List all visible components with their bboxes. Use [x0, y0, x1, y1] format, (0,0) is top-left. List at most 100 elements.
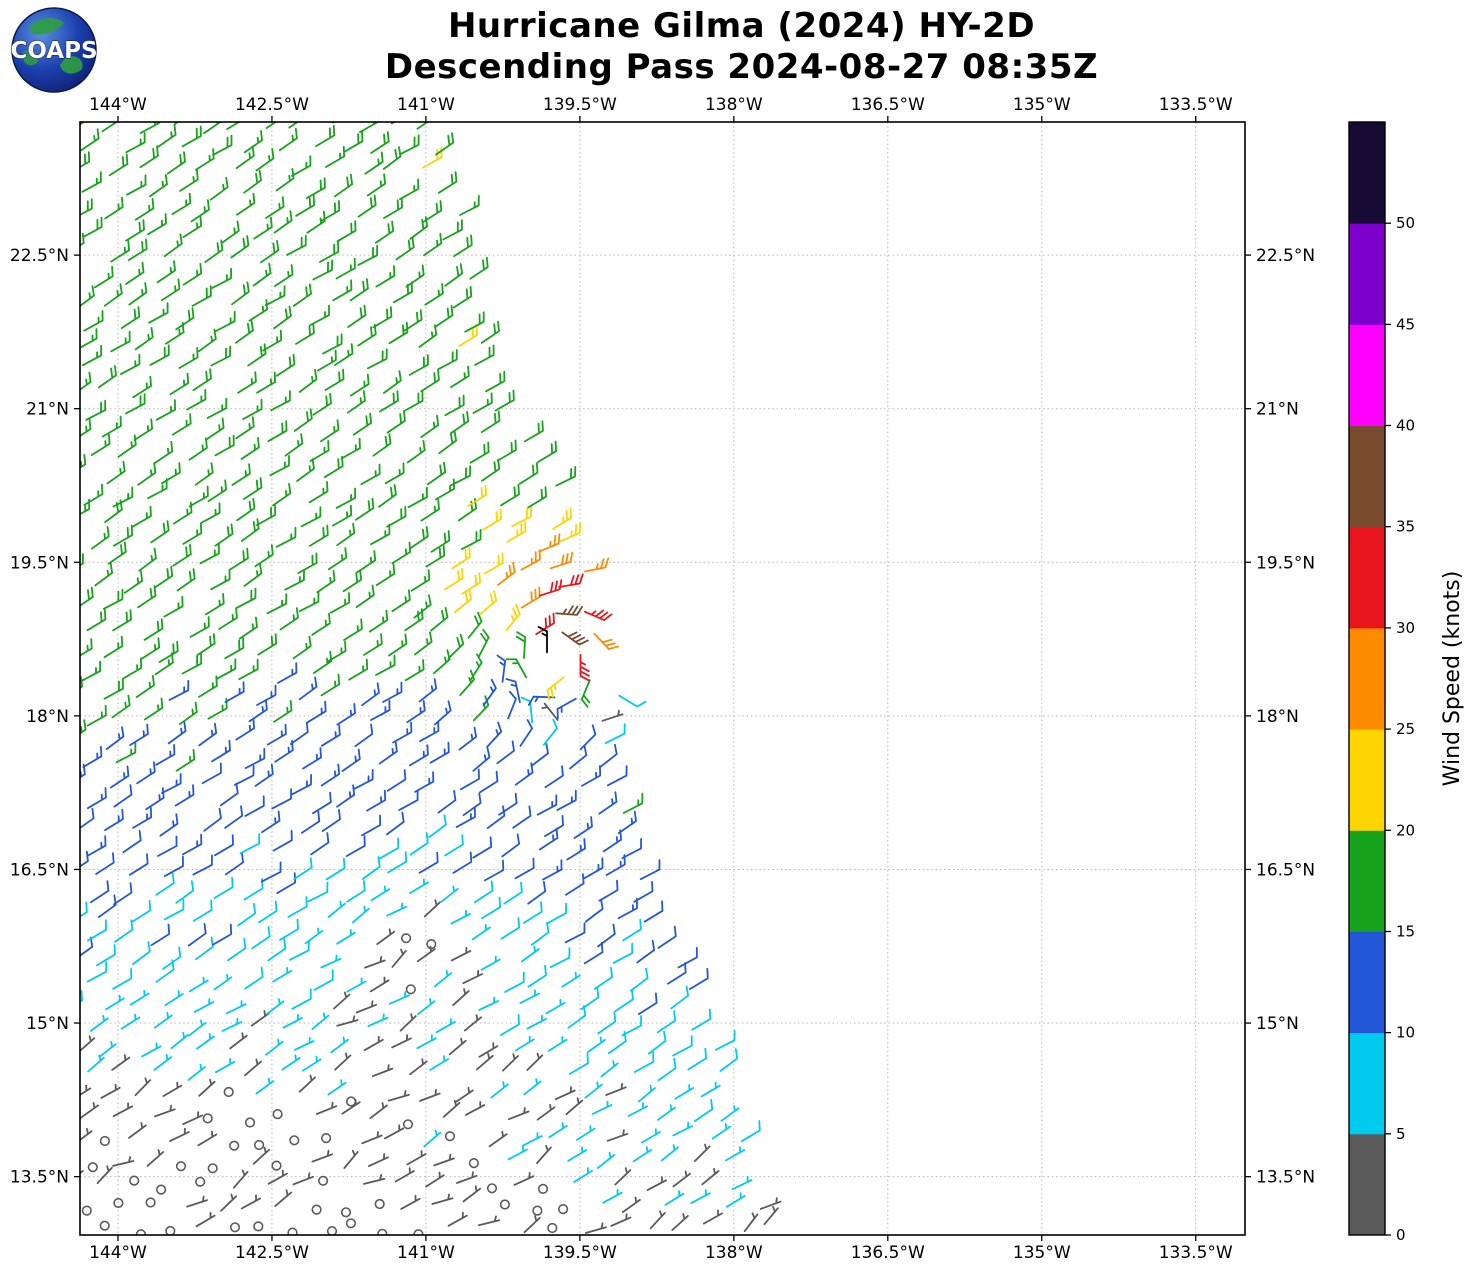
wind-barb: [375, 265, 396, 288]
wind-barb: [237, 902, 257, 927]
wind-barb: [368, 609, 389, 633]
wind-barb: [437, 789, 457, 814]
wind-barb: [382, 146, 402, 170]
wind-barb: [309, 440, 330, 462]
wind-barb: [536, 1145, 552, 1164]
wind-barb: [113, 524, 133, 547]
wind-barb: [203, 807, 222, 832]
wind-barb: [430, 530, 451, 553]
colorbar-tick-label: 5: [1396, 1125, 1406, 1143]
wind-barb: [483, 552, 504, 575]
wind-barb: [384, 1124, 405, 1140]
wind-barb: [352, 412, 372, 436]
wind-barb: [481, 458, 501, 482]
wind-barb: [309, 304, 330, 326]
wind-barb: [150, 923, 171, 947]
wind-barb: [383, 370, 402, 394]
wind-barb: [167, 720, 187, 745]
wind-barb: [238, 616, 258, 640]
wind-barb: [163, 595, 184, 618]
wind-barb: [637, 992, 658, 1015]
wind-barb: [677, 946, 698, 969]
wind-barb: [213, 973, 233, 991]
wind-barb: [419, 720, 440, 743]
wind-barb: [434, 969, 453, 988]
wind-barb: [103, 283, 123, 307]
calm-circle: [413, 1229, 424, 1235]
wind-barb: [391, 589, 411, 613]
wind-barb: [178, 701, 198, 726]
wind-barb: [315, 1101, 338, 1115]
wind-barb: [186, 1195, 208, 1208]
calm-circle: [156, 1184, 167, 1195]
wind-barb: [607, 765, 628, 787]
wind-barb: [262, 329, 283, 352]
wind-barb: [386, 769, 407, 792]
wind-barb: [260, 861, 282, 883]
calm-circle: [145, 1197, 156, 1208]
wind-barbs-layer: [67, 122, 782, 1235]
wind-barb: [583, 557, 610, 573]
wind-barb: [233, 1169, 249, 1189]
calm-circle: [67, 1221, 76, 1230]
wind-barb: [450, 909, 471, 925]
colorbar-tick-label: 35: [1396, 518, 1415, 536]
wind-barb: [188, 437, 208, 461]
wind-barb: [80, 371, 92, 391]
wind-barb: [391, 1034, 412, 1049]
wind-barb: [424, 283, 444, 306]
colorbar-tick-label: 15: [1396, 923, 1415, 941]
wind-barb: [304, 927, 324, 945]
wind-barb: [366, 789, 387, 812]
wind-barb: [554, 1086, 576, 1101]
wind-barb: [302, 747, 322, 770]
wind-barb: [449, 411, 470, 435]
wind-barb: [254, 544, 274, 568]
wind-barb: [122, 657, 143, 680]
wind-barb: [90, 433, 111, 456]
wind-barb: [161, 462, 181, 485]
wind-barb: [580, 679, 591, 708]
wind-barb: [597, 923, 616, 948]
continent-shape: [30, 18, 64, 35]
wind-barb: [198, 675, 218, 698]
wind-barb: [181, 125, 202, 148]
wind-barb: [214, 834, 234, 857]
wind-barb: [523, 1215, 541, 1234]
wind-barb: [320, 763, 341, 787]
wind-barb: [429, 741, 450, 764]
wind-barb: [225, 852, 244, 876]
wind-barb: [97, 365, 117, 389]
colorbar-band: [1349, 425, 1385, 528]
wind-barb: [197, 328, 217, 353]
colorbar-tick-label: 30: [1396, 619, 1415, 637]
wind-barb: [394, 1167, 415, 1183]
wind-barb: [80, 586, 94, 607]
x-tick-label-bottom: 144°W: [89, 1243, 147, 1263]
wind-barb: [80, 553, 84, 567]
wind-barb: [448, 1037, 467, 1056]
wind-barb: [236, 497, 256, 522]
wind-barb: [240, 518, 260, 542]
colorbar-band: [1349, 526, 1385, 629]
calm-circle: [87, 1162, 98, 1173]
wind-barb: [711, 1123, 731, 1140]
wind-barb: [725, 1192, 746, 1208]
wind-barb: [458, 726, 477, 751]
wind-barb: [131, 505, 152, 528]
wind-barb: [320, 954, 342, 969]
wind-barb: [591, 1100, 613, 1115]
wind-barb: [298, 676, 318, 701]
wind-barb: [291, 155, 312, 177]
wind-barb: [139, 122, 160, 134]
wind-barb: [420, 369, 440, 393]
wind-barb: [556, 697, 577, 720]
wind-barb: [370, 885, 390, 902]
wind-barb: [134, 1077, 152, 1096]
wind-barb: [370, 523, 391, 546]
wind-barb: [633, 881, 654, 903]
wind-barb: [530, 743, 549, 767]
colorbar-tick-label: 25: [1396, 720, 1415, 738]
wind-barb: [335, 257, 356, 280]
wind-barb: [520, 586, 541, 609]
